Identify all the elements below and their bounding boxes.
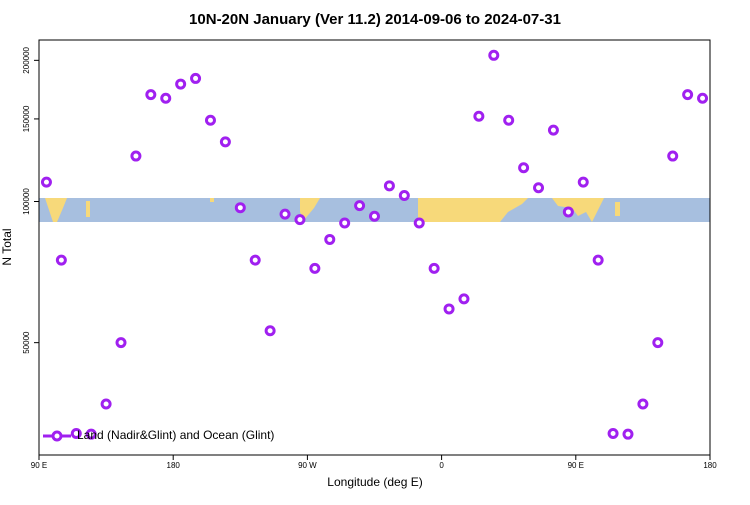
point [622, 428, 634, 440]
point [413, 217, 425, 229]
x-tick-label: 90 W [298, 461, 317, 470]
land [210, 198, 214, 202]
point [249, 254, 261, 266]
point [55, 254, 67, 266]
point [115, 337, 127, 349]
land [552, 198, 604, 222]
point [130, 150, 142, 162]
point [577, 176, 589, 188]
point [369, 210, 380, 222]
point [547, 124, 559, 136]
y-axis-label: N Total [0, 228, 14, 265]
point [354, 200, 366, 212]
x-tick-label: 180 [703, 461, 717, 470]
y-tick-label: 200000 [22, 46, 31, 73]
point [533, 182, 545, 194]
point [70, 428, 82, 440]
y-tick-label: 150000 [22, 105, 31, 132]
x-axis-label: Longitude (deg E) [327, 475, 422, 489]
land [45, 198, 67, 222]
point [652, 337, 664, 349]
point [100, 398, 112, 410]
point [294, 214, 306, 226]
point [339, 217, 351, 229]
land [300, 198, 320, 220]
point [637, 398, 649, 410]
land [615, 202, 620, 216]
point [473, 110, 485, 122]
x-tick-label: 90 E [31, 461, 47, 470]
land [86, 201, 90, 217]
x-tick-label: 0 [439, 461, 444, 470]
point [503, 114, 515, 126]
point [398, 189, 410, 201]
point [219, 136, 231, 148]
point [279, 208, 291, 220]
point [607, 428, 619, 440]
plot-frame [38, 39, 711, 456]
legend-marker [51, 430, 63, 442]
point [264, 325, 276, 337]
x-tick-label: 180 [167, 461, 181, 470]
point [204, 114, 216, 126]
point [562, 206, 574, 218]
point [428, 262, 440, 274]
point [667, 150, 679, 162]
point [85, 428, 97, 440]
point [40, 176, 52, 188]
point [383, 180, 395, 192]
point [443, 303, 455, 315]
point [488, 49, 500, 61]
point [160, 92, 172, 104]
y-tick-label: 50000 [22, 331, 31, 354]
point [697, 92, 709, 104]
legend-label: Land (Nadir&Glint) and Ocean (Glint) [77, 428, 274, 442]
point [175, 78, 187, 90]
point [190, 72, 202, 84]
point [309, 262, 321, 274]
y-tick-label: 100000 [22, 188, 31, 215]
point [145, 89, 157, 101]
x-tick-label: 90 E [568, 461, 584, 470]
point [682, 89, 694, 101]
point [458, 293, 470, 305]
land [418, 198, 528, 222]
point [324, 233, 336, 245]
point [518, 162, 530, 174]
point [592, 254, 604, 266]
point [234, 202, 246, 214]
chart-title: 10N-20N January (Ver 11.2) 2014-09-06 to… [189, 11, 561, 28]
